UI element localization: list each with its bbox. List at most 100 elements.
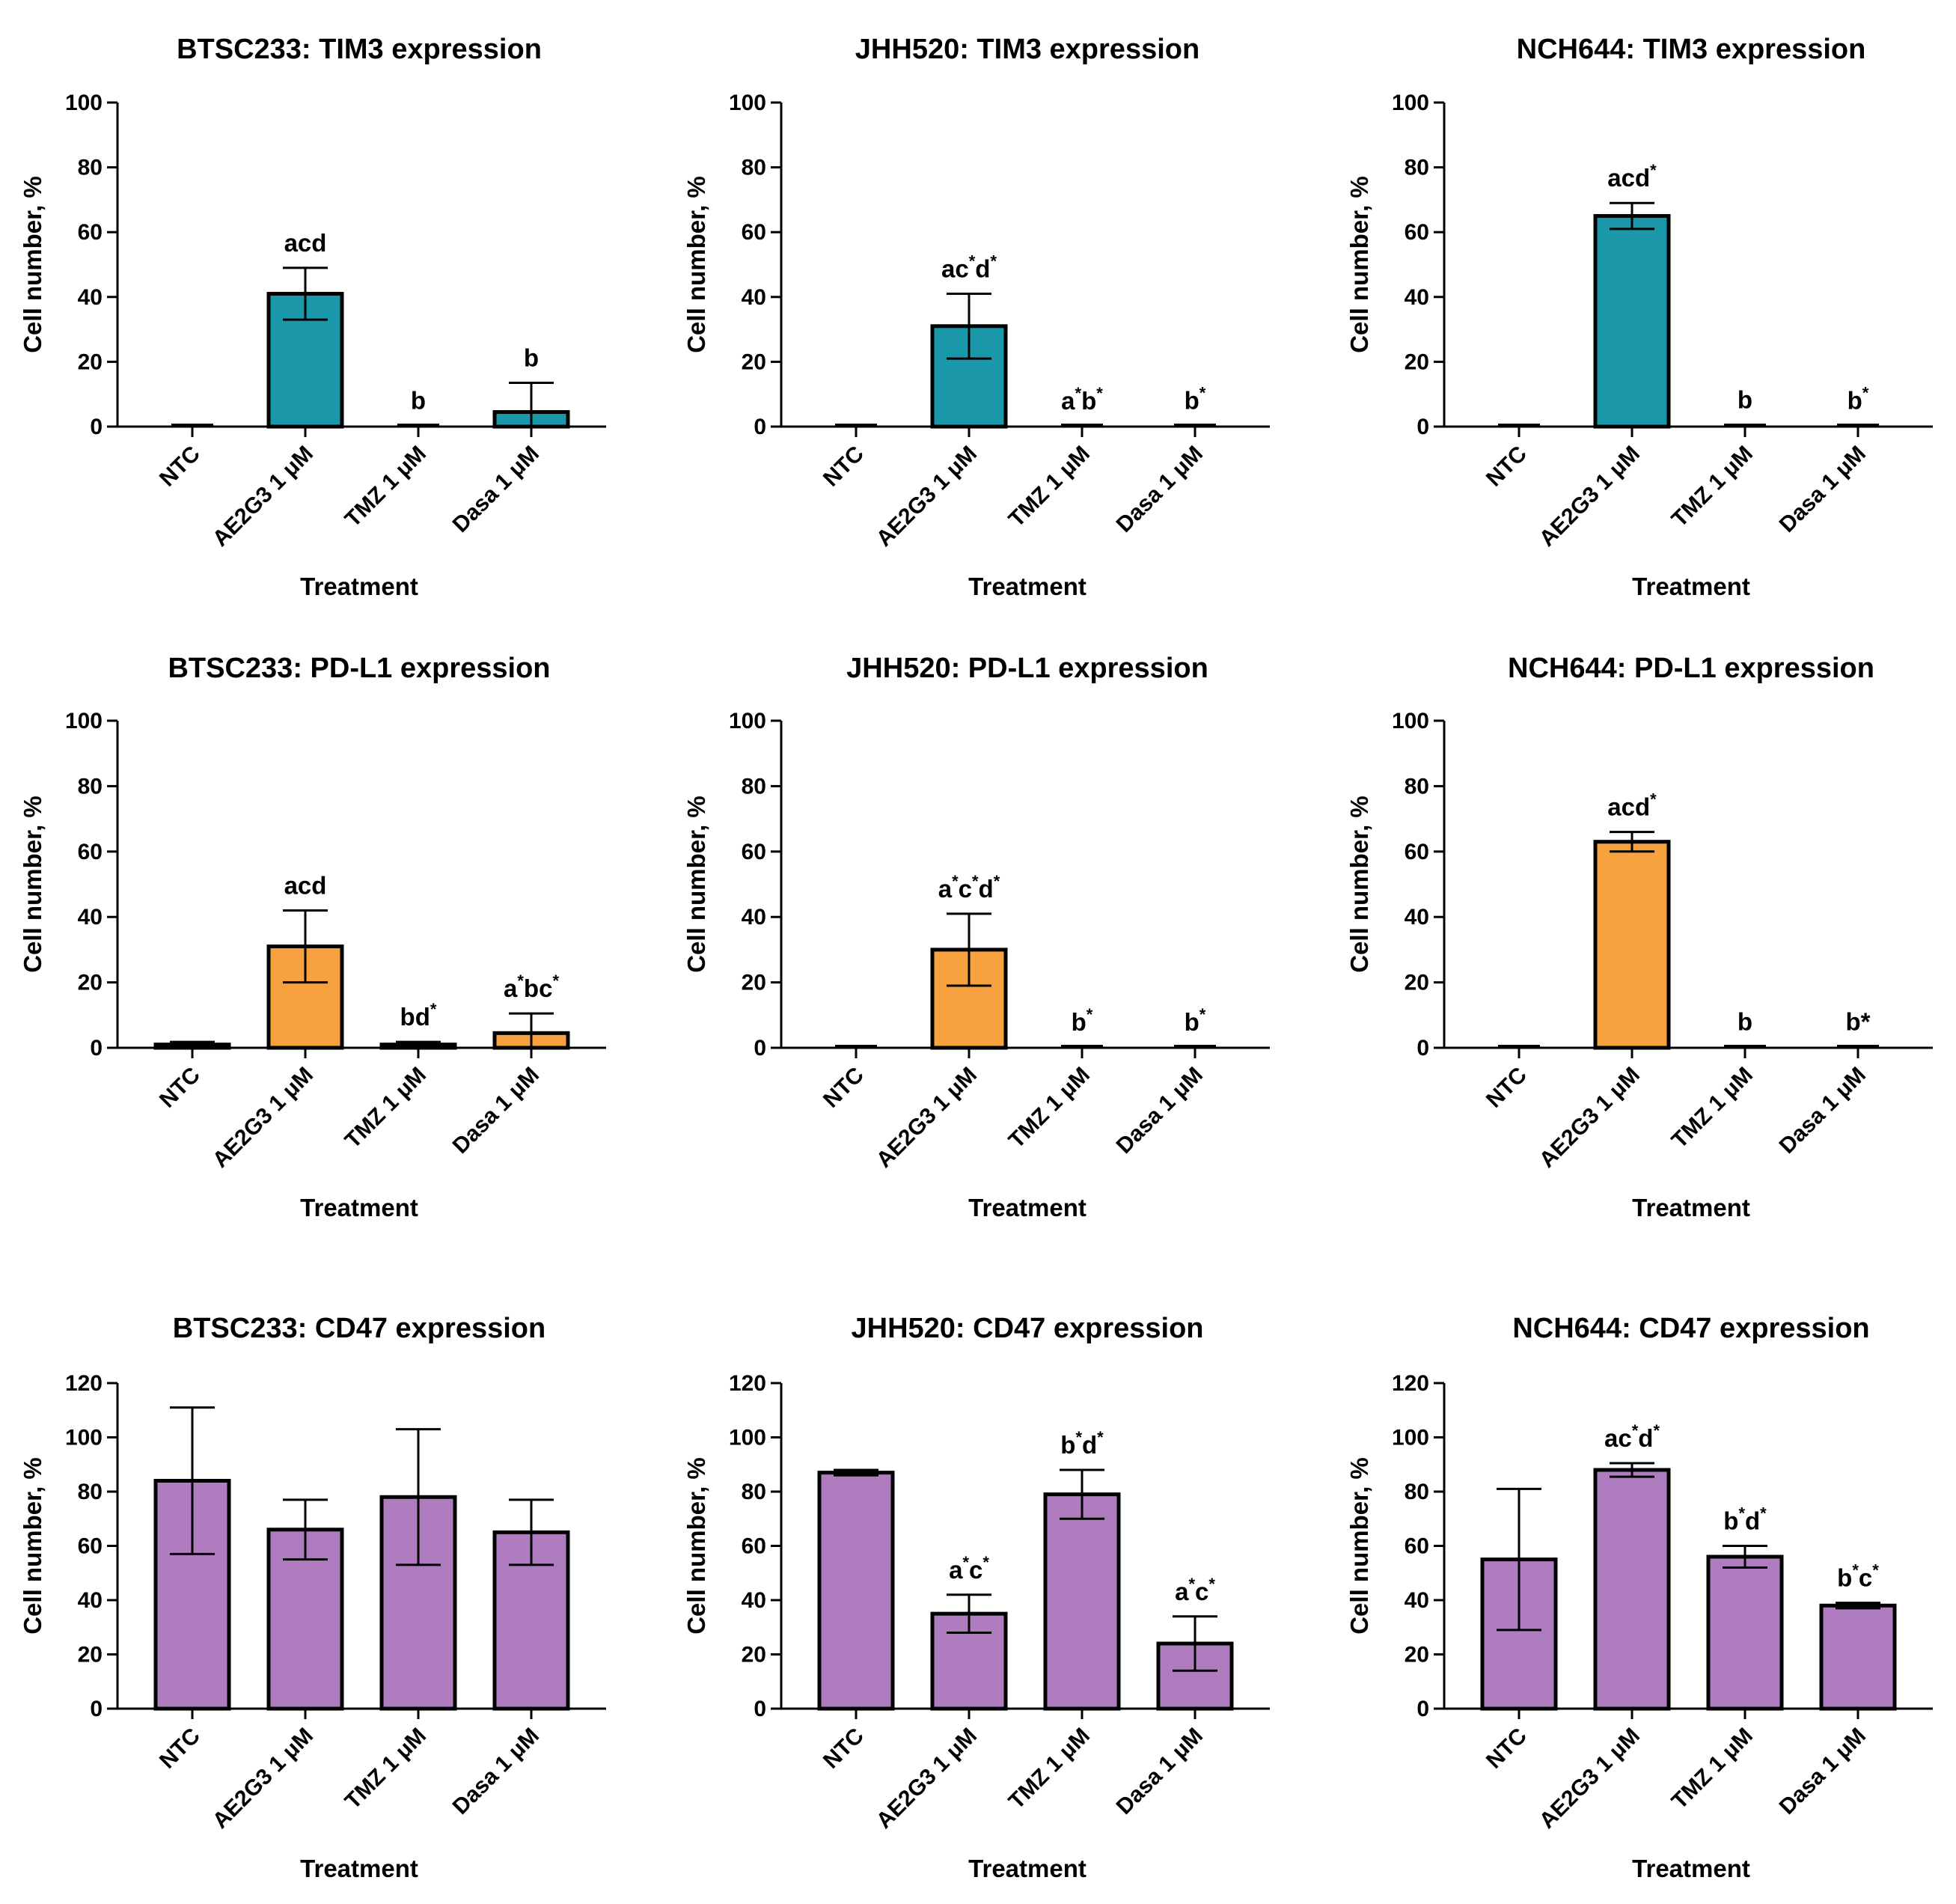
significance-segment: *	[990, 251, 997, 270]
x-tick-label: NTC	[1482, 1063, 1532, 1113]
significance-segment: *	[1208, 1575, 1215, 1593]
significance-segment: *	[962, 1553, 969, 1572]
chart-title: BTSC233: PD-L1 expression	[168, 653, 550, 684]
y-tick-label: 80	[78, 774, 103, 799]
chart-title: JHH520: CD47 expression	[852, 1313, 1204, 1344]
y-tick-label: 0	[1416, 1697, 1429, 1721]
y-axis-label: Cell number, %	[682, 796, 710, 973]
chart-title: NCH644: PD-L1 expression	[1508, 653, 1874, 684]
chart-title: BTSC233: TIM3 expression	[177, 34, 542, 65]
x-tick-label: Dasa 1 μM	[448, 1724, 544, 1819]
significance-label: ac*d*	[1604, 1421, 1660, 1452]
x-axis-label: Treatment	[300, 1855, 418, 1882]
x-tick-label: TMZ 1 μM	[1667, 442, 1758, 532]
significance-segment: *	[1852, 1561, 1859, 1580]
x-tick-label: NTC	[819, 442, 869, 492]
significance-segment: b	[1837, 1564, 1852, 1592]
x-tick-label: NTC	[1482, 1724, 1532, 1774]
significance-segment: c	[1195, 1578, 1208, 1605]
significance-segment: acd	[1607, 793, 1650, 821]
y-tick-label: 100	[1392, 1426, 1429, 1450]
y-tick-label: 80	[742, 156, 766, 180]
significance-segment: b	[1185, 386, 1199, 414]
significance-label: b	[1738, 1007, 1752, 1035]
significance-segment: *	[1087, 1005, 1093, 1024]
y-axis-label: Cell number, %	[1345, 1457, 1373, 1635]
significance-label: acd	[284, 871, 327, 899]
significance-segment: a	[949, 1556, 963, 1584]
y-tick-label: 40	[1405, 905, 1429, 930]
chart-panel: BTSC233: PD-L1 expression Cell number, % 0…	[19, 653, 606, 1221]
significance-label: b*d*	[1723, 1504, 1767, 1535]
significance-label: a*c*	[1175, 1575, 1215, 1605]
bar	[1043, 1492, 1121, 1711]
y-tick-label: 100	[729, 709, 766, 733]
y-tick-label: 120	[729, 1371, 766, 1396]
y-tick-label: 0	[1416, 1036, 1429, 1061]
y-tick-label: 20	[742, 350, 766, 374]
chart-panel: JHH520: PD-L1 expression Cell number, % 0 2…	[682, 653, 1270, 1221]
chart-panel: BTSC233: CD47 expression Cell number, % 0 2…	[19, 1313, 606, 1882]
significance-label: b*c*	[1837, 1561, 1879, 1592]
y-tick-label: 100	[65, 1426, 103, 1450]
y-tick-label: 20	[78, 350, 103, 374]
significance-segment: d	[975, 254, 990, 282]
x-tick-label: TMZ 1 μM	[1004, 1724, 1095, 1814]
y-axis-label: Cell number, %	[1345, 796, 1373, 973]
significance-segment: b	[1072, 1008, 1087, 1036]
x-tick-label: NTC	[819, 1724, 869, 1774]
y-tick-label: 120	[1392, 1371, 1429, 1396]
x-tick-label: Dasa 1 μM	[1775, 1724, 1871, 1819]
significance-segment: a	[1175, 1578, 1189, 1605]
y-tick-label: 80	[78, 156, 103, 180]
y-tick-label: 80	[742, 1480, 766, 1504]
y-tick-label: 80	[1405, 774, 1429, 799]
x-tick-label: NTC	[155, 1063, 205, 1113]
y-tick-label: 40	[78, 285, 103, 310]
x-tick-label: NTC	[155, 442, 205, 492]
x-axis-label: Treatment	[300, 1194, 418, 1221]
significance-label: acd	[284, 229, 327, 257]
x-tick-label: AE2G3 1 μM	[1535, 1063, 1645, 1173]
significance-segment: c	[959, 875, 972, 903]
y-tick-label: 20	[78, 971, 103, 995]
chart-panel: BTSC233: TIM3 expression Cell number, % 0 2…	[19, 34, 606, 600]
x-tick-label: AE2G3 1 μM	[872, 1063, 982, 1173]
significance-label: acd*	[1607, 790, 1657, 821]
chart-panel: JHH520: TIM3 expression Cell number, % 0 20…	[682, 34, 1270, 600]
y-tick-label: 20	[742, 971, 766, 995]
y-tick-label: 0	[90, 1036, 103, 1061]
significance-segment: *	[952, 872, 959, 891]
significance-segment: d	[1082, 1431, 1097, 1459]
y-tick-label: 40	[1405, 285, 1429, 310]
significance-segment: *	[1199, 383, 1206, 402]
significance-segment: *	[1760, 1504, 1767, 1523]
y-tick-label: 40	[78, 905, 103, 930]
significance-segment: acd	[284, 871, 327, 899]
significance-segment: acd	[1607, 164, 1650, 192]
x-tick-label: TMZ 1 μM	[1004, 442, 1095, 532]
y-tick-label: 40	[78, 1588, 103, 1613]
significance-label: acd*	[1607, 161, 1657, 192]
significance-label: b*	[1185, 1005, 1206, 1036]
x-axis-label: Treatment	[968, 573, 1087, 600]
y-tick-label: 40	[1405, 1588, 1429, 1613]
x-tick-label: Dasa 1 μM	[1112, 1063, 1208, 1159]
significance-label: bd*	[400, 1000, 437, 1031]
bar	[1593, 1468, 1671, 1711]
significance-segment: *	[430, 1000, 437, 1019]
significance-label: ac*d*	[941, 251, 997, 282]
significance-segment: b	[1723, 1507, 1738, 1535]
x-tick-label: TMZ 1 μM	[340, 1063, 431, 1153]
y-tick-label: 100	[65, 91, 103, 115]
x-tick-label: AE2G3 1 μM	[208, 1724, 318, 1834]
y-tick-label: 60	[1405, 1534, 1429, 1559]
y-tick-label: 120	[65, 1371, 103, 1396]
y-tick-label: 80	[1405, 1480, 1429, 1504]
y-tick-label: 100	[1392, 91, 1429, 115]
significance-segment: *	[1097, 1428, 1104, 1447]
x-tick-label: TMZ 1 μM	[340, 442, 431, 532]
y-tick-label: 0	[90, 415, 103, 439]
y-axis-label: Cell number, %	[682, 176, 710, 353]
y-tick-label: 60	[742, 840, 766, 864]
